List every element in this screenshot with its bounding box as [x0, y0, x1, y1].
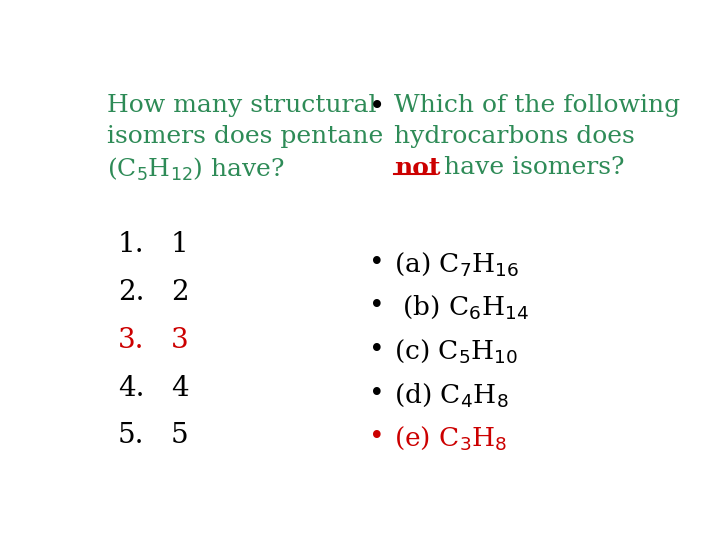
Text: •: •	[369, 250, 384, 275]
Text: 1: 1	[171, 231, 189, 258]
Text: 3.: 3.	[118, 327, 145, 354]
Text: 5.: 5.	[118, 422, 145, 449]
Text: 4.: 4.	[118, 375, 145, 402]
Text: •: •	[369, 337, 384, 362]
Text: not: not	[394, 156, 441, 180]
Text: 3: 3	[171, 327, 189, 354]
Text: hydrocarbons does: hydrocarbons does	[394, 125, 635, 148]
Text: (b) C$_6$H$_{14}$: (b) C$_6$H$_{14}$	[394, 293, 529, 321]
Text: How many structural: How many structural	[107, 94, 377, 117]
Text: 5: 5	[171, 422, 189, 449]
Text: •: •	[369, 293, 384, 319]
Text: 2: 2	[171, 279, 189, 306]
Text: (e) C$_3$H$_8$: (e) C$_3$H$_8$	[394, 424, 508, 453]
Text: (a) C$_7$H$_{16}$: (a) C$_7$H$_{16}$	[394, 250, 519, 278]
Text: Which of the following: Which of the following	[394, 94, 680, 117]
Text: •: •	[369, 381, 384, 406]
Text: 2.: 2.	[118, 279, 145, 306]
Text: 4: 4	[171, 375, 189, 402]
Text: isomers does pentane: isomers does pentane	[107, 125, 383, 148]
Text: have isomers?: have isomers?	[436, 156, 624, 179]
Text: •: •	[369, 424, 384, 449]
Text: (d) C$_4$H$_8$: (d) C$_4$H$_8$	[394, 381, 508, 409]
Text: 1.: 1.	[118, 231, 145, 258]
Text: (C$_5$H$_{12}$) have?: (C$_5$H$_{12}$) have?	[107, 156, 284, 184]
Text: •: •	[369, 94, 385, 121]
Text: (c) C$_5$H$_{10}$: (c) C$_5$H$_{10}$	[394, 337, 518, 365]
